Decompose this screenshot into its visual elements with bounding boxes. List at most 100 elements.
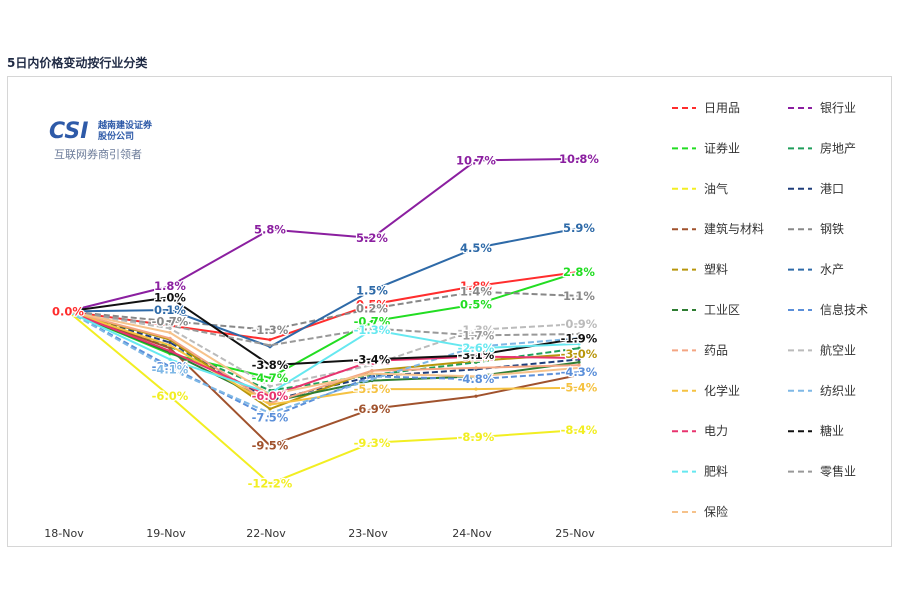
series-16-point-4	[370, 377, 374, 381]
series-18-point-2	[168, 295, 172, 299]
series-17-point-6	[577, 356, 581, 360]
series-5-point-6	[577, 428, 581, 432]
legend-item: 纺织业	[788, 384, 856, 398]
data-label: -3.5%	[354, 354, 391, 368]
legend-item: 保险	[672, 504, 728, 519]
page-title: 5日内价格变动按行业分类	[7, 56, 148, 70]
data-label: -1.3%	[354, 323, 391, 337]
series-7-point-5	[474, 394, 478, 398]
x-tick-label: 23-Nov	[348, 527, 388, 540]
data-label: -7.5%	[252, 410, 289, 424]
legend-label: 证券业	[704, 140, 740, 155]
legend-item: 房地产	[788, 140, 856, 155]
data-label: -4.8%	[458, 372, 495, 386]
data-label: 2.8%	[563, 265, 595, 279]
series-21-point-5	[474, 374, 478, 378]
series-14-point-2	[168, 326, 172, 330]
legend-label: 纺织业	[820, 384, 856, 398]
series-9-point-3	[268, 407, 272, 411]
chart-frame: CSI 越南建设证券 股份公司 互联网券商引领者 0.0% 0.5% 1.8% 1.8…	[7, 76, 892, 547]
data-label: -4.1%	[152, 362, 189, 376]
series-8-point-3	[268, 328, 272, 332]
series-12-point-3	[268, 415, 272, 419]
data-label: -2.6%	[458, 341, 495, 355]
logo: CSI 越南建设证券 股份公司 互联网券商引领者	[49, 119, 153, 161]
series-21-point-4	[370, 372, 374, 376]
data-label: -5.4%	[561, 381, 598, 395]
series-line-5	[67, 310, 580, 485]
legend-label: 化学业	[704, 383, 740, 398]
legend-label: 工业区	[704, 303, 740, 317]
legend-item: 钢铁	[788, 222, 844, 236]
data-label: -1.3%	[252, 323, 289, 337]
data-label: 1.8%	[154, 279, 186, 293]
series-18-point-6	[577, 336, 581, 340]
data-label: 5.9%	[563, 221, 595, 235]
series-18-point-5	[474, 353, 478, 357]
data-label: -6.0%	[152, 389, 189, 403]
series-9-point-6	[577, 352, 581, 356]
x-tick-label: 24-Nov	[452, 527, 492, 540]
data-label: 0.1%	[154, 303, 186, 317]
data-label: -9.5%	[252, 439, 289, 453]
logo-company-cn2: 股份公司	[98, 130, 134, 142]
legend-label: 油气	[704, 181, 728, 196]
series-9-point-5	[474, 359, 478, 363]
series-19-point-2	[168, 357, 172, 361]
series-2-point-6	[577, 157, 581, 161]
legend-label: 电力	[704, 424, 728, 438]
series-14-point-6	[577, 322, 581, 326]
series-20-point-3	[268, 343, 272, 347]
data-label: -6.0%	[252, 389, 289, 403]
series-15-point-3	[268, 403, 272, 407]
series-line-2	[67, 157, 580, 313]
logo-company-cn: 越南建设证券	[97, 119, 153, 131]
legend-label: 房地产	[820, 140, 856, 155]
series-line-7	[67, 310, 580, 447]
legend-label: 港口	[820, 182, 844, 196]
data-label: 0.2%	[356, 302, 388, 316]
legend-item: 证券业	[672, 140, 740, 155]
data-label: 1.5%	[356, 283, 388, 297]
series-1-point-5	[474, 284, 478, 288]
series-15-point-5	[474, 387, 478, 391]
series-1-point-4	[370, 302, 374, 306]
series-2-point-2	[168, 284, 172, 288]
series-line-19	[67, 310, 580, 395]
legend-label: 塑料	[704, 262, 728, 277]
series-14-point-5	[474, 328, 478, 332]
series-13-point-5	[474, 366, 478, 370]
series-line-3	[67, 270, 580, 379]
data-label: -8.4%	[561, 423, 598, 437]
x-axis-ticks: 18-Nov 19-Nov 22-Nov 23-Nov 24-Nov 25-Nov	[44, 527, 595, 540]
series-3-point-3	[268, 376, 272, 380]
data-label: -3.9%	[152, 360, 189, 374]
series-12-point-2	[168, 364, 172, 369]
legend-item: 水产	[788, 263, 844, 277]
series-line-20	[67, 310, 580, 347]
series-20-point-2	[168, 324, 172, 328]
legend-label: 肥料	[704, 465, 728, 479]
series-19-point-5	[474, 346, 478, 350]
series-5-point-5	[474, 435, 478, 439]
series-line-16	[67, 310, 580, 415]
logo-brand: CSI	[49, 119, 88, 144]
data-label: 1.1%	[563, 289, 595, 303]
series-16-point-2	[168, 367, 172, 371]
series-line-14	[67, 310, 580, 388]
series-3-point-5	[474, 302, 478, 306]
legend-item: 航空业	[788, 342, 856, 357]
data-label: -1.9%	[561, 331, 598, 345]
series-13-point-4	[370, 369, 374, 373]
legend-label: 保险	[704, 504, 728, 519]
data-label: 5.8%	[254, 223, 286, 237]
series-line-9	[67, 310, 580, 410]
series-7-point-2	[168, 346, 172, 350]
legend-label: 水产	[820, 263, 844, 277]
logo-tagline: 互联网券商引领者	[54, 147, 142, 161]
legend-item: 信息技术	[788, 302, 868, 317]
legend-label: 建筑与材料	[704, 221, 764, 236]
series-line-6	[67, 310, 580, 402]
series-lines	[66, 157, 581, 486]
legend-item: 日用品	[672, 101, 740, 115]
